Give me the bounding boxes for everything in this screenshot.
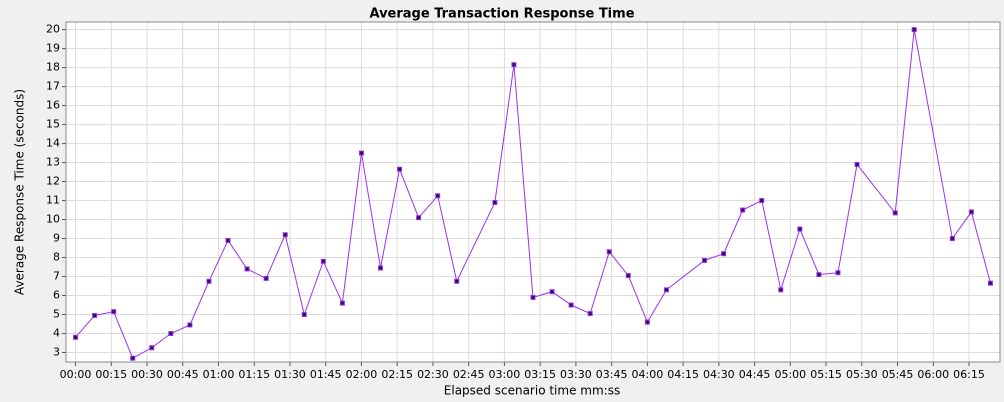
- plot-border: [65, 21, 1001, 363]
- data-point: [892, 210, 898, 216]
- x-axis-label: Elapsed scenario time mm:ss: [444, 384, 620, 398]
- data-point: [244, 266, 250, 272]
- y-tick-label: 20: [46, 23, 60, 36]
- x-tick-label: 02:00: [346, 368, 378, 381]
- x-tick-label: 04:45: [739, 368, 771, 381]
- data-point: [73, 334, 79, 340]
- y-tick-label: 3: [53, 346, 60, 359]
- data-point: [92, 312, 98, 318]
- data-point: [587, 311, 593, 317]
- x-tick-label: 00:15: [95, 368, 127, 381]
- data-point: [225, 237, 231, 243]
- y-tick-label: 7: [53, 270, 60, 283]
- data-point: [206, 278, 212, 284]
- data-point: [949, 236, 955, 242]
- data-point: [797, 226, 803, 232]
- data-point: [721, 251, 727, 257]
- x-tick-label: 00:30: [131, 368, 163, 381]
- y-axis-label: Average Response Time (seconds): [13, 89, 27, 295]
- data-point: [511, 62, 517, 68]
- data-point: [301, 312, 307, 318]
- chart-title: Average Transaction Response Time: [369, 7, 634, 22]
- data-point: [168, 331, 174, 337]
- data-point: [339, 300, 345, 306]
- data-point: [492, 199, 498, 205]
- y-tick-label: 19: [46, 42, 60, 55]
- x-tick-label: 05:15: [810, 368, 842, 381]
- x-tick-label: 01:15: [238, 368, 270, 381]
- data-point: [530, 294, 536, 300]
- data-point: [549, 289, 555, 295]
- y-tick-label: 11: [46, 194, 60, 207]
- x-tick-label: 00:00: [60, 368, 92, 381]
- x-tick-label: 00:45: [167, 368, 199, 381]
- data-point: [968, 209, 974, 215]
- data-point: [282, 232, 288, 238]
- data-point: [606, 249, 612, 255]
- data-point: [320, 258, 326, 264]
- x-tick-label: 02:15: [381, 368, 413, 381]
- y-tick-label: 9: [53, 232, 60, 245]
- data-point: [358, 150, 364, 156]
- y-tick-label: 6: [53, 289, 60, 302]
- data-point: [778, 287, 784, 293]
- data-point: [416, 215, 422, 221]
- x-tick-label: 04:15: [667, 368, 699, 381]
- x-tick-label: 05:45: [882, 368, 914, 381]
- data-point: [911, 27, 917, 33]
- data-point: [187, 322, 193, 328]
- data-point: [835, 270, 841, 276]
- data-point: [111, 309, 117, 315]
- y-tick-label: 10: [46, 213, 60, 226]
- data-point: [816, 272, 822, 278]
- x-tick-label: 01:45: [310, 368, 342, 381]
- y-tick-label: 17: [46, 80, 60, 93]
- y-tick-label: 8: [53, 251, 60, 264]
- x-tick-label: 05:30: [846, 368, 878, 381]
- x-tick-label: 03:45: [596, 368, 628, 381]
- x-tick-label: 03:00: [489, 368, 521, 381]
- data-point: [149, 345, 155, 351]
- data-point: [702, 257, 708, 263]
- y-tick-label: 18: [46, 61, 60, 74]
- plot-area: [65, 21, 1001, 363]
- x-tick-label: 03:30: [560, 368, 592, 381]
- data-point: [397, 166, 403, 172]
- data-point: [625, 273, 631, 279]
- data-point: [644, 319, 650, 325]
- data-point: [854, 161, 860, 167]
- data-point: [130, 355, 136, 361]
- y-tick-label: 12: [46, 175, 60, 188]
- y-tick-label: 15: [46, 118, 60, 131]
- x-tick-label: 01:00: [203, 368, 235, 381]
- data-point: [263, 275, 269, 281]
- x-tick-label: 06:00: [917, 368, 949, 381]
- x-tick-label: 06:15: [953, 368, 985, 381]
- x-tick-label: 02:45: [453, 368, 485, 381]
- x-tick-label: 04:30: [703, 368, 735, 381]
- y-tick-label: 14: [46, 137, 60, 150]
- data-point: [435, 193, 441, 199]
- y-tick-label: 4: [53, 327, 60, 340]
- data-point: [987, 280, 993, 286]
- y-tick-label: 13: [46, 156, 60, 169]
- data-point: [568, 302, 574, 308]
- data-point: [454, 278, 460, 284]
- data-point: [759, 198, 765, 204]
- x-tick-label: 05:00: [774, 368, 806, 381]
- x-tick-label: 02:30: [417, 368, 449, 381]
- data-point: [378, 265, 384, 271]
- y-tick-label: 16: [46, 99, 60, 112]
- y-tick-label: 5: [53, 308, 60, 321]
- data-point: [740, 207, 746, 213]
- x-tick-label: 04:00: [632, 368, 664, 381]
- x-tick-label: 03:15: [524, 368, 556, 381]
- data-point: [663, 287, 669, 293]
- x-tick-label: 01:30: [274, 368, 306, 381]
